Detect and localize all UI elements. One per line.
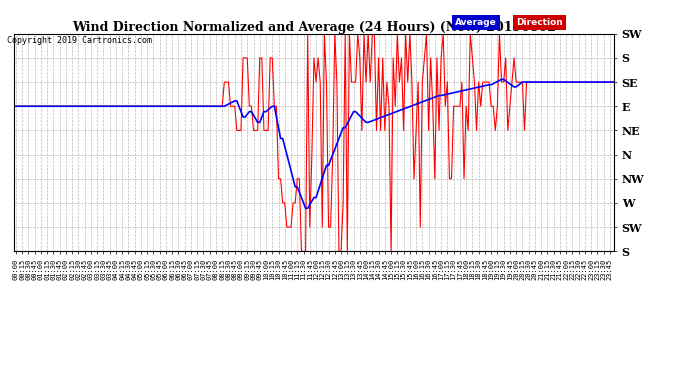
Title: Wind Direction Normalized and Average (24 Hours) (New) 20190802: Wind Direction Normalized and Average (2…	[72, 21, 556, 34]
Text: Average: Average	[455, 18, 497, 27]
Text: Copyright 2019 Cartronics.com: Copyright 2019 Cartronics.com	[7, 36, 152, 45]
Text: Direction: Direction	[516, 18, 563, 27]
